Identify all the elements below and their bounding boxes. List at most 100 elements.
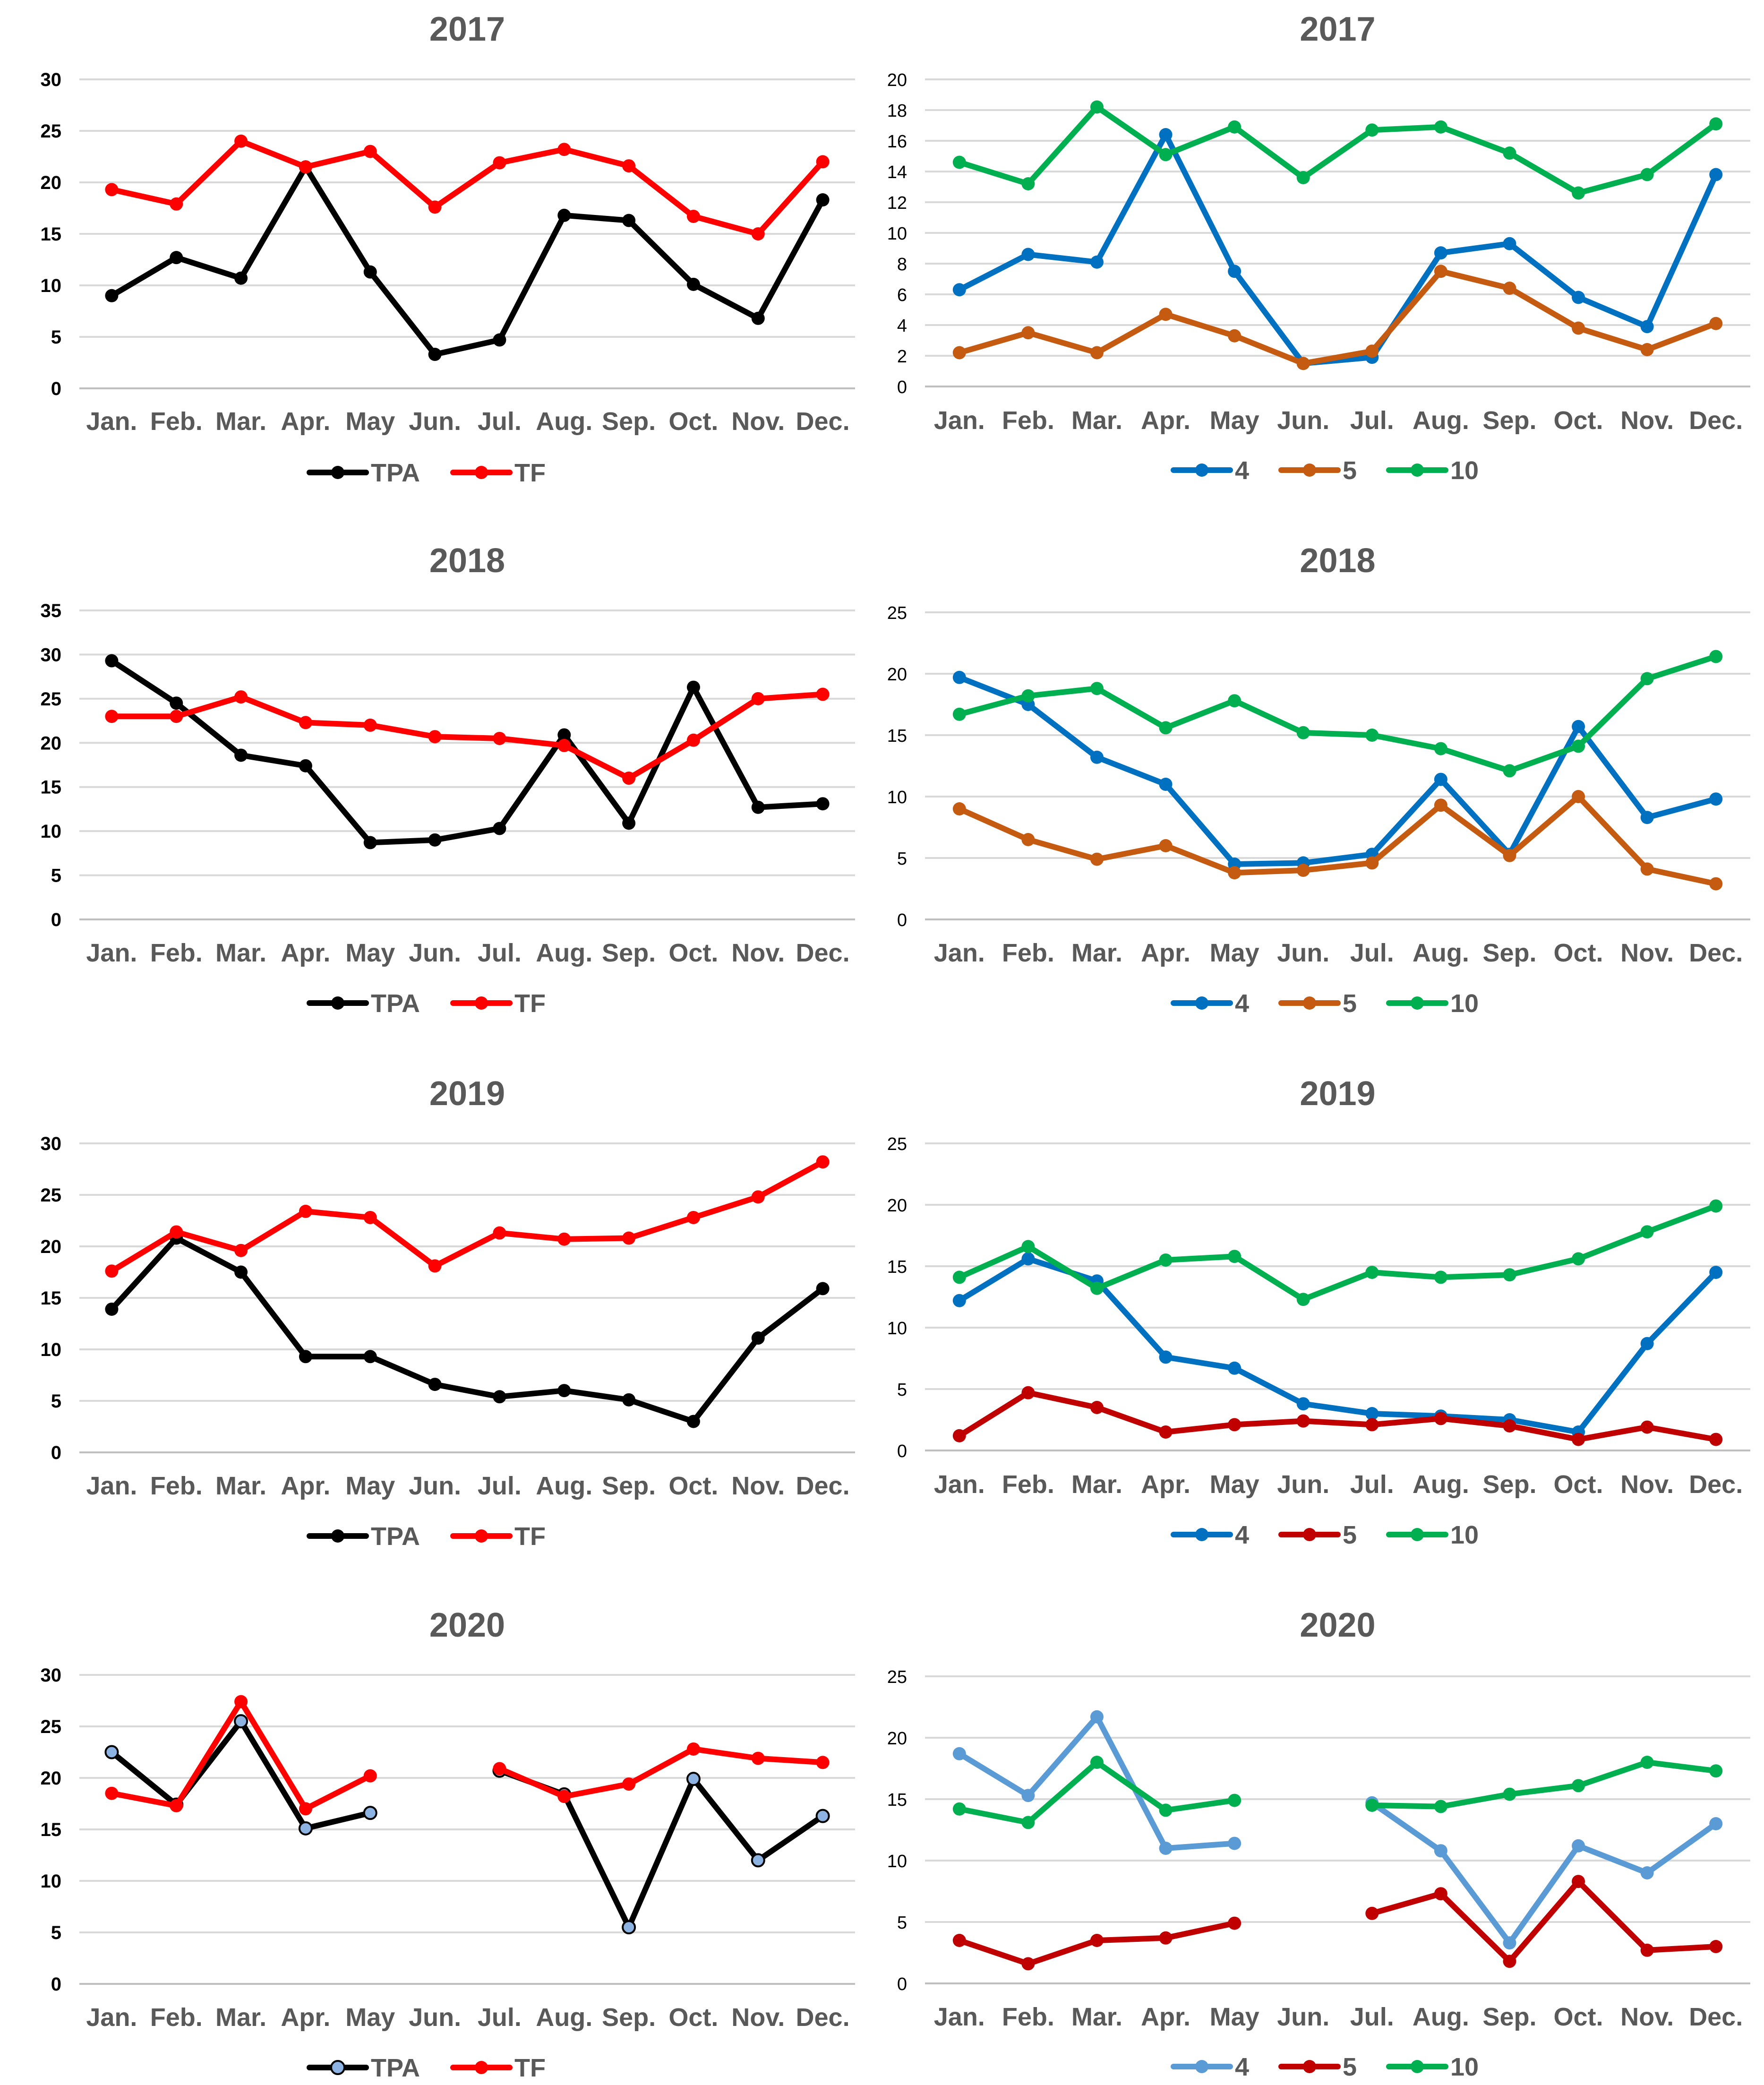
data-point xyxy=(1159,128,1173,141)
legend-swatch-marker xyxy=(331,466,344,479)
y-tick-label: 2 xyxy=(897,347,907,367)
data-point xyxy=(622,159,636,173)
x-tick-label: Oct. xyxy=(1554,939,1603,967)
data-point xyxy=(1228,1793,1242,1807)
x-tick-label: Aug. xyxy=(536,407,592,436)
data-point xyxy=(1090,255,1104,269)
data-point xyxy=(1296,357,1310,370)
x-tick-label: Aug. xyxy=(1413,406,1469,435)
y-tick-label: 15 xyxy=(41,1819,62,1840)
x-tick-label: Jun. xyxy=(409,1472,461,1500)
chart-tpa-tf-2020: 2020 0 5 10 15 20 25 30 Jan. Feb. Mar. Apr. May Jun. J… xyxy=(41,1606,855,2082)
data-point xyxy=(1159,1425,1173,1439)
data-point xyxy=(751,311,765,325)
data-point xyxy=(1159,1350,1173,1364)
x-tick-label: Jul. xyxy=(478,2003,522,2032)
data-point xyxy=(105,710,119,723)
data-point xyxy=(234,271,248,285)
data-point xyxy=(428,730,442,744)
chart-title: 2019 xyxy=(1300,1075,1375,1113)
x-tick-label: Apr. xyxy=(1141,406,1190,435)
data-point xyxy=(1365,1407,1379,1420)
x-tick-label: Aug. xyxy=(536,939,592,967)
series-line xyxy=(956,653,1719,774)
x-tick-label: Jul. xyxy=(478,1472,522,1500)
data-point xyxy=(1296,171,1310,184)
data-point xyxy=(816,155,830,169)
data-point xyxy=(751,1331,765,1345)
data-point xyxy=(1572,1839,1585,1853)
data-point xyxy=(1503,849,1516,862)
data-point xyxy=(428,348,442,361)
data-point xyxy=(1228,1418,1242,1432)
data-point xyxy=(751,1190,765,1204)
data-point xyxy=(1365,729,1379,742)
y-tick-label: 20 xyxy=(887,1729,907,1749)
data-point xyxy=(952,1429,966,1442)
chart-title: 2020 xyxy=(429,1606,505,1644)
data-point xyxy=(1503,237,1516,250)
data-point xyxy=(1228,329,1242,343)
data-point xyxy=(1159,1803,1173,1817)
legend-label: TF xyxy=(514,1522,546,1551)
legend-swatch-marker xyxy=(1195,463,1208,477)
data-point xyxy=(363,1350,377,1364)
data-point xyxy=(1296,1397,1310,1411)
x-tick-label: Sep. xyxy=(602,407,656,436)
data-point xyxy=(1640,1756,1654,1769)
data-point xyxy=(1365,344,1379,358)
data-point xyxy=(1503,146,1516,160)
y-tick-label: 10 xyxy=(887,1852,907,1871)
data-point xyxy=(1709,792,1723,806)
chart-tpa-tf-2019: 2019 0 5 10 15 20 25 30 Jan. Feb. Mar. Apr. May Jun. J… xyxy=(41,1075,855,1551)
series-line xyxy=(956,104,1719,196)
data-point xyxy=(1434,798,1447,812)
legend-swatch-marker xyxy=(475,996,488,1010)
data-point xyxy=(952,1934,966,1947)
x-tick-label: Aug. xyxy=(1413,2003,1469,2031)
x-tick-label: Nov. xyxy=(1620,1470,1674,1499)
y-tick-label: 16 xyxy=(887,132,907,152)
data-point xyxy=(1296,864,1310,877)
data-point xyxy=(1159,1842,1173,1855)
chart-title: 2020 xyxy=(1300,1606,1375,1644)
data-point xyxy=(493,731,506,745)
data-point xyxy=(816,193,830,207)
legend-swatch-marker xyxy=(1303,996,1316,1010)
data-point xyxy=(622,1393,636,1407)
legend-swatch-marker xyxy=(1411,463,1424,477)
series-line xyxy=(956,674,1719,867)
data-point xyxy=(1228,265,1242,278)
legend-label: 5 xyxy=(1343,456,1357,485)
series-line xyxy=(109,1159,826,1274)
series-TPA xyxy=(105,654,830,849)
legend-swatch-marker xyxy=(330,2060,345,2075)
data-point xyxy=(1640,320,1654,334)
data-point xyxy=(170,197,183,211)
data-point xyxy=(428,200,442,214)
chart-tpa-tf-2017: 2017 0 5 10 15 20 25 30 Jan. Feb. Mar. Apr. May Jun. J… xyxy=(41,10,855,487)
legend-swatch-marker xyxy=(1303,1528,1316,1541)
data-point xyxy=(1640,862,1654,876)
data-point xyxy=(1709,1764,1723,1778)
y-tick-label: 14 xyxy=(887,163,907,182)
data-point xyxy=(622,214,636,227)
x-tick-label: Aug. xyxy=(1413,1470,1469,1499)
data-point xyxy=(1640,343,1654,356)
x-tick-label: Nov. xyxy=(731,1472,785,1500)
data-point xyxy=(952,670,966,684)
x-tick-label: Sep. xyxy=(602,1472,656,1500)
data-point xyxy=(1640,672,1654,686)
x-tick-label: Sep. xyxy=(602,939,656,967)
data-point xyxy=(493,1226,506,1240)
data-point xyxy=(751,692,765,705)
chart-title: 2017 xyxy=(1300,10,1375,48)
data-point xyxy=(1228,1916,1242,1930)
x-tick-label: May xyxy=(345,407,395,436)
series-5 xyxy=(952,790,1723,891)
series-line xyxy=(109,658,826,846)
data-point xyxy=(1572,790,1585,803)
legend: TPA TF xyxy=(307,1522,546,1551)
data-point xyxy=(686,277,700,291)
data-point xyxy=(1228,120,1242,134)
